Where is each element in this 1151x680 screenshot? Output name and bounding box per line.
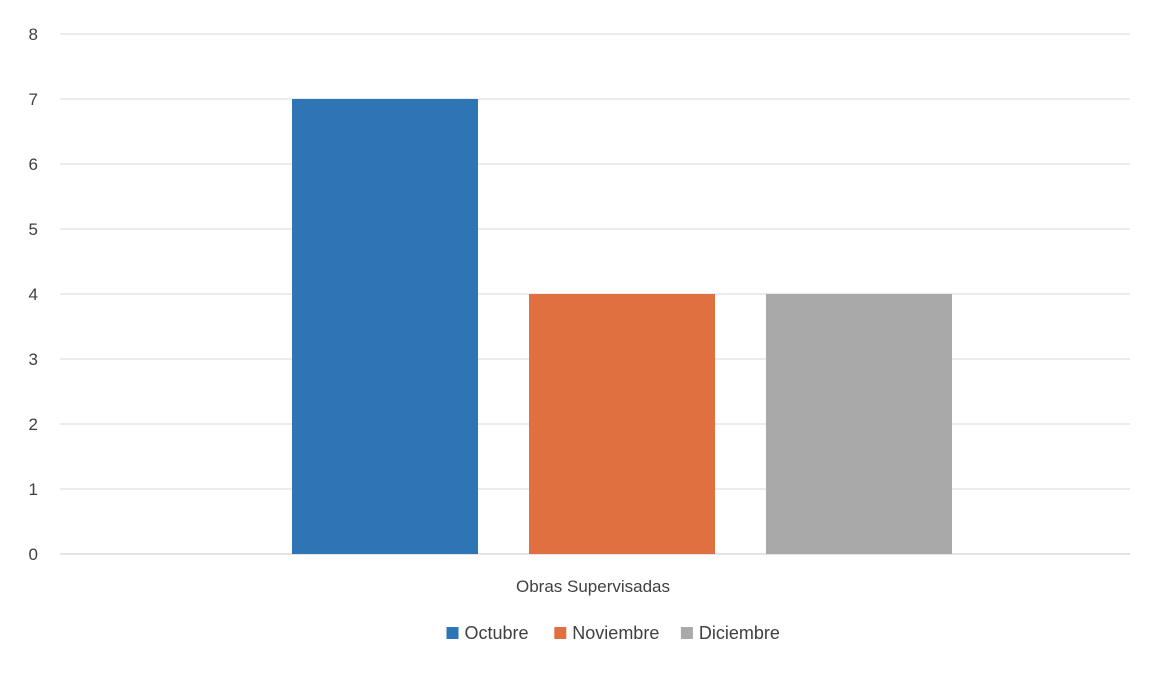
legend-swatch-octubre — [446, 627, 459, 639]
legend-label-noviembre: Noviembre — [572, 623, 659, 643]
y-tick-label: 3 — [29, 350, 38, 369]
legend-label-diciembre: Diciembre — [699, 623, 780, 643]
bars — [292, 99, 952, 554]
y-tick-label: 0 — [29, 545, 38, 564]
x-axis-category-label: Obras Supervisadas — [516, 577, 670, 596]
legend-swatch-diciembre — [680, 627, 693, 639]
y-tick-label: 6 — [29, 155, 38, 174]
legend: Octubre Noviembre Diciembre — [446, 623, 780, 643]
bar-noviembre — [529, 294, 715, 554]
y-tick-label: 8 — [29, 25, 38, 44]
bar-diciembre — [766, 294, 952, 554]
y-tick-label: 1 — [29, 480, 38, 499]
bar-octubre — [292, 99, 478, 554]
legend-swatch-noviembre — [554, 627, 567, 639]
y-axis-ticks: 0 1 2 3 4 5 6 7 8 — [29, 25, 38, 564]
y-tick-label: 7 — [29, 90, 38, 109]
y-tick-label: 4 — [29, 285, 38, 304]
y-tick-label: 2 — [29, 415, 38, 434]
y-tick-label: 5 — [29, 220, 38, 239]
legend-label-octubre: Octubre — [465, 623, 529, 643]
